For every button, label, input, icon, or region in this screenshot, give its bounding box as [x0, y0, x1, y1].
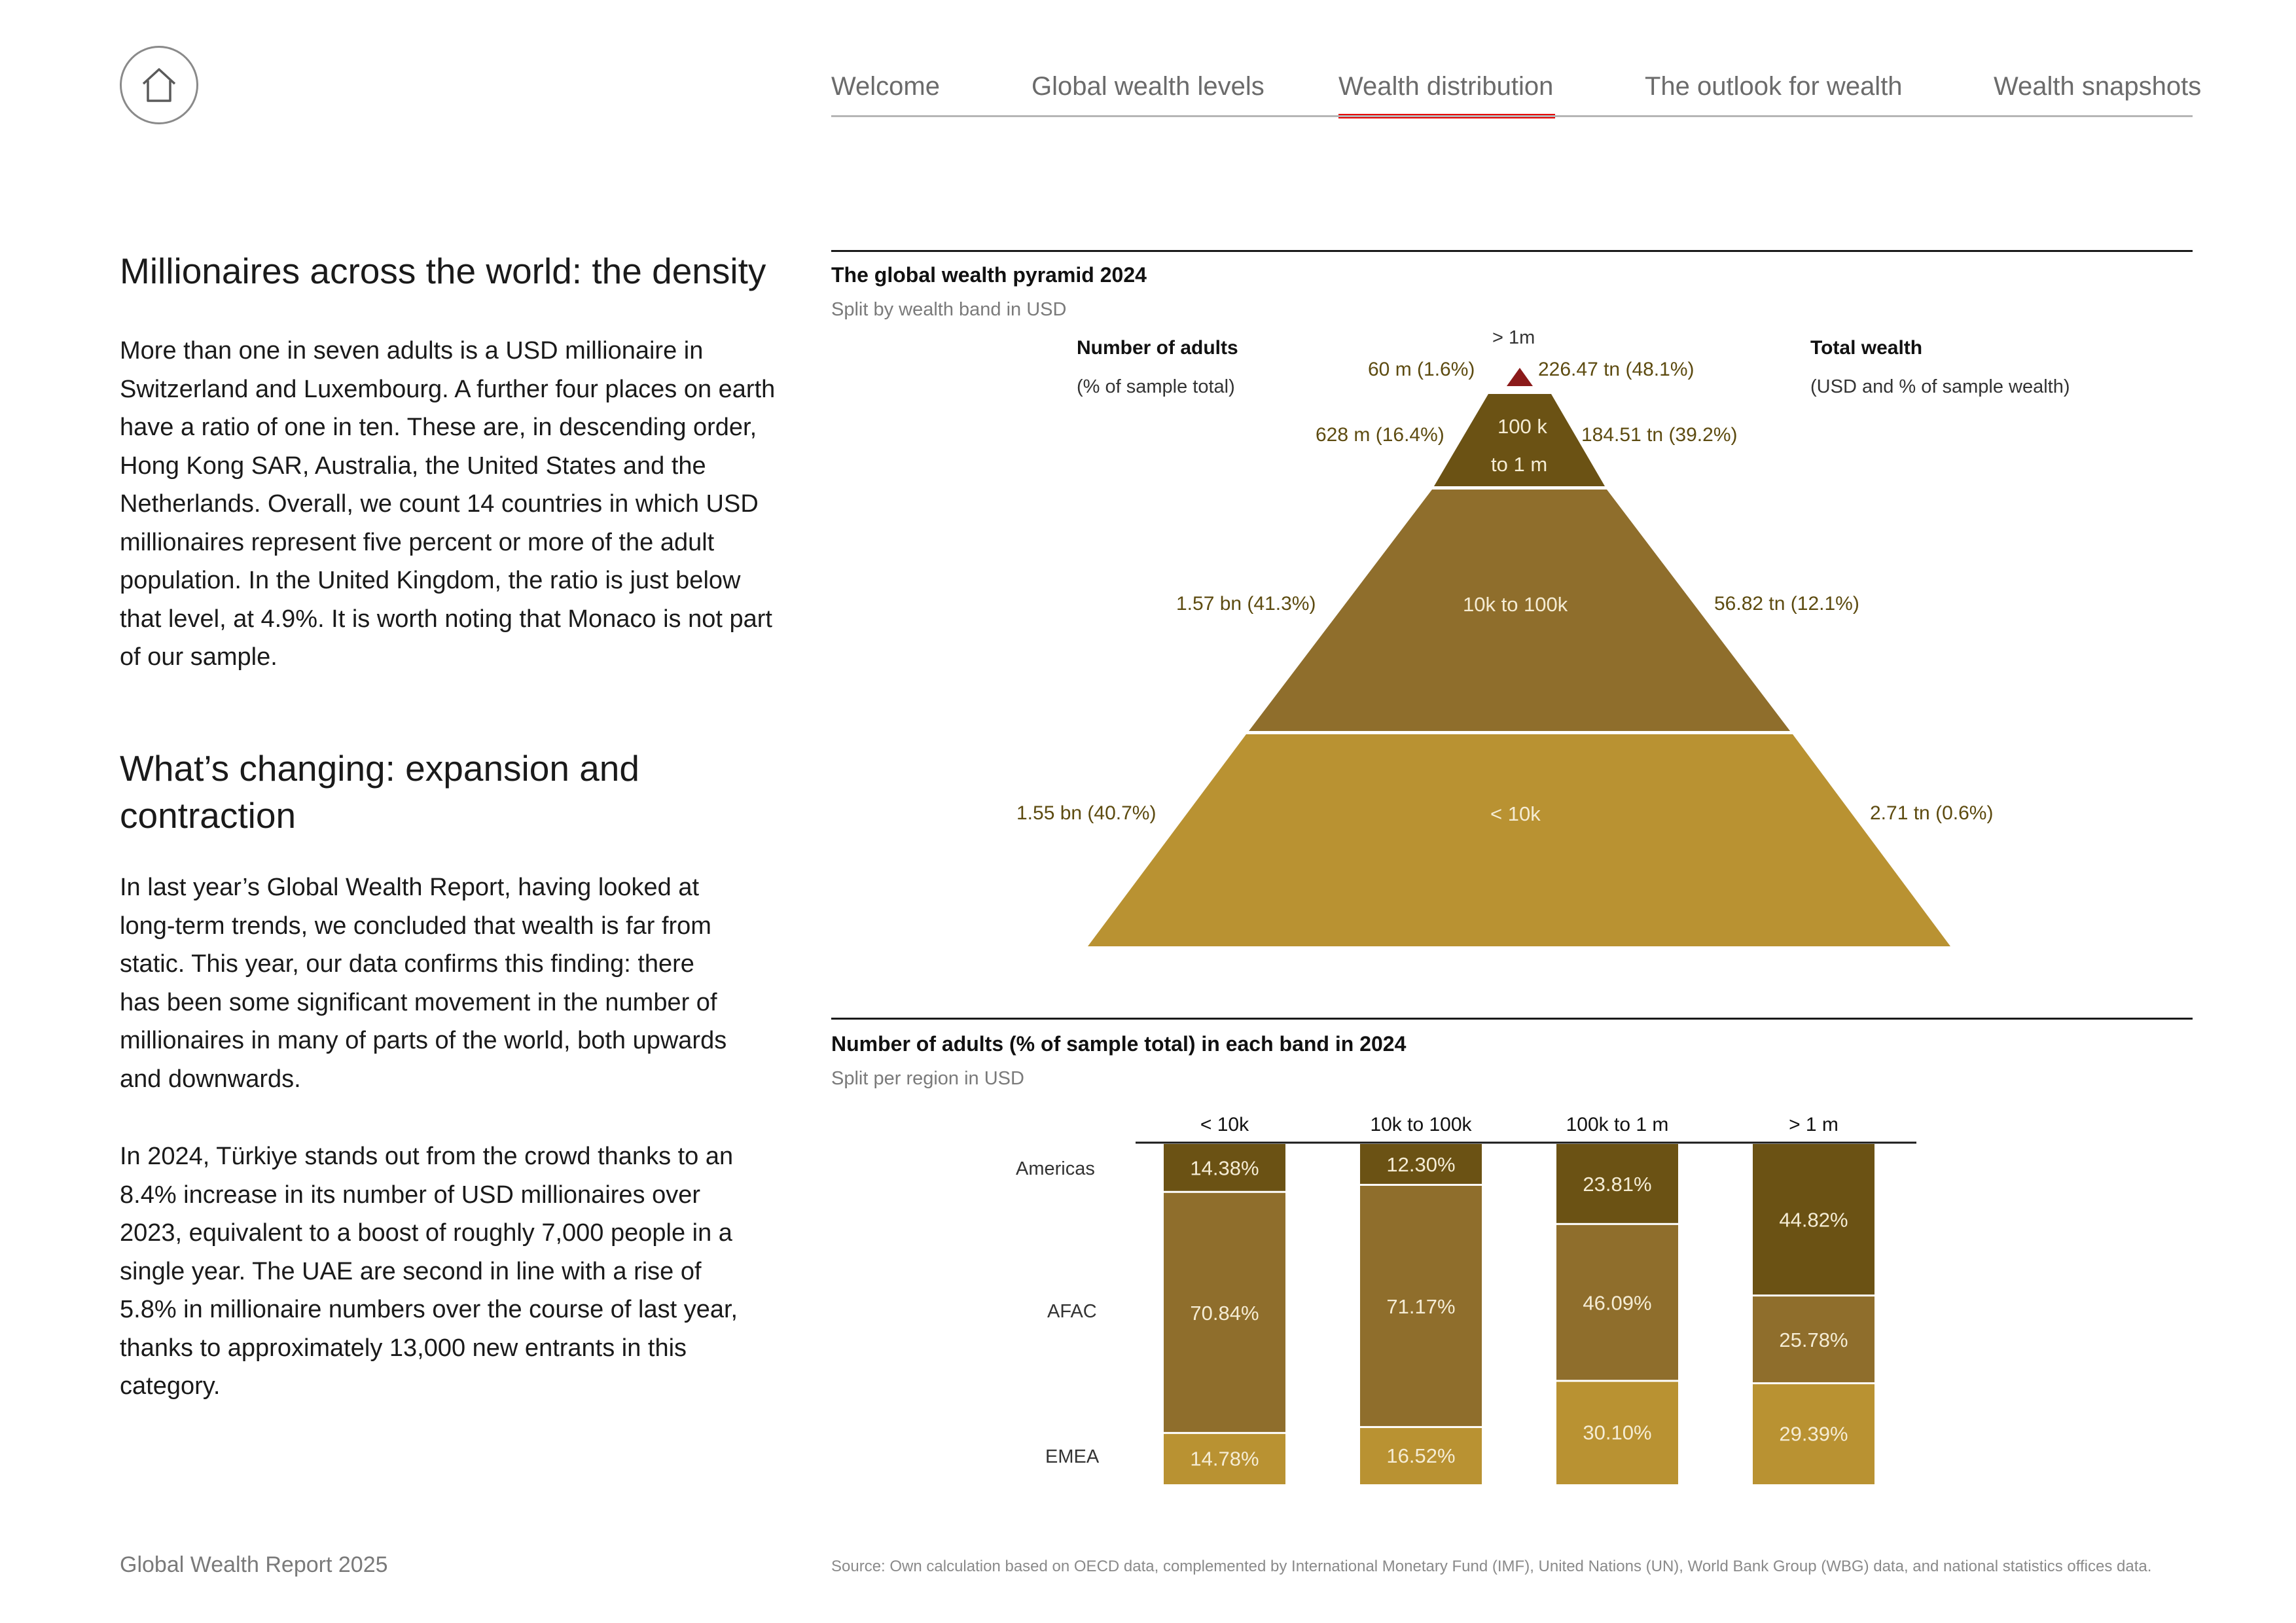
bar-value-label: 14.38%	[1190, 1156, 1259, 1179]
pyramid-wealth-100k-1m: 184.51 tn (39.2%)	[1581, 424, 1738, 446]
home-button[interactable]	[120, 46, 198, 124]
pyramid-chart-subtitle: Split by wealth band in USD	[831, 299, 1067, 320]
bar-segment	[1360, 1428, 1482, 1484]
pyramid-band-100k-1m	[1434, 394, 1605, 486]
bar-value-label: 14.78%	[1190, 1448, 1259, 1471]
region-label-americas: Americas	[1016, 1158, 1095, 1179]
bar-segment	[1164, 1192, 1285, 1433]
bar-value-label: 25.78%	[1779, 1329, 1848, 1351]
nav-item-wealth-snapshots[interactable]: Wealth snapshots	[1994, 72, 2202, 101]
pyramid-label-10k-100k: 10k to 100k	[1463, 593, 1568, 616]
bar-chart-subtitle: Split per region in USD	[831, 1068, 1024, 1089]
pyramid-chart-title: The global wealth pyramid 2024	[831, 263, 1147, 287]
nav-item-wealth-distribution[interactable]: Wealth distribution	[1338, 72, 1554, 101]
bar-value-label: 46.09%	[1583, 1292, 1651, 1315]
category-header: < 10k	[1200, 1114, 1249, 1135]
bar-segment	[1164, 1434, 1285, 1484]
pyramid-band-10k-100k	[1249, 490, 1790, 731]
region-label-afac: AFAC	[1047, 1301, 1097, 1322]
pyramid-wealth-under-10k: 2.71 tn (0.6%)	[1870, 802, 1994, 824]
bar-segment	[1753, 1384, 1874, 1484]
nav-divider	[831, 115, 2193, 117]
pyramid-adults-under-10k: 1.55 bn (40.7%)	[1016, 802, 1157, 824]
pyramid-right-header: Total wealth	[1810, 337, 1923, 359]
paragraph-density: More than one in seven adults is a USD m…	[120, 337, 776, 671]
bar-segment	[1360, 1144, 1482, 1184]
home-icon	[142, 68, 176, 102]
bar-value-label: 16.52%	[1386, 1444, 1455, 1467]
bar-value-label: 44.82%	[1779, 1209, 1848, 1232]
pyramid-band-top-1m	[1507, 368, 1533, 386]
bar-value-label: 12.30%	[1386, 1153, 1455, 1176]
pyramid-right-subheader: (USD and % of sample wealth)	[1810, 376, 2070, 397]
bar-segment	[1556, 1382, 1678, 1484]
bar-segment	[1360, 1185, 1482, 1427]
bar-chart-title: Number of adults (% of sample total) in …	[831, 1032, 1407, 1056]
heading-density: Millionaires across the world: the densi…	[120, 251, 766, 291]
nav-item-welcome[interactable]: Welcome	[831, 72, 940, 101]
category-header: 100k to 1 m	[1566, 1114, 1669, 1135]
footer-source-note: Source: Own calculation based on OECD da…	[831, 1558, 2152, 1575]
bar-segment	[1556, 1144, 1678, 1223]
bar-value-label: 70.84%	[1190, 1302, 1259, 1325]
bar-value-label: 71.17%	[1386, 1295, 1455, 1318]
bar-segment	[1753, 1296, 1874, 1383]
pyramid-label-100k-line2: to 1 m	[1491, 453, 1548, 476]
pyramid-wealth-10k-100k: 56.82 tn (12.1%)	[1714, 593, 1859, 615]
pyramid-adults-100k-1m: 628 m (16.4%)	[1316, 424, 1444, 446]
footer-report-title: Global Wealth Report 2025	[120, 1552, 388, 1577]
pyramid-adults-10k-100k: 1.57 bn (41.3%)	[1176, 593, 1316, 615]
pyramid-top-rule	[831, 250, 2193, 252]
bar-segment	[1164, 1144, 1285, 1191]
heading-whats-changing: What’s changing: expansion and contracti…	[120, 748, 639, 836]
paragraph-turkiye: In 2024, Türkiye stands out from the cro…	[120, 1143, 738, 1400]
category-header: 10k to 100k	[1370, 1114, 1472, 1135]
bar-chart-top-rule	[831, 1018, 2193, 1020]
bar-value-label: 29.39%	[1779, 1423, 1848, 1446]
pyramid-adults-over-1m: 60 m (1.6%)	[1368, 359, 1475, 380]
bar-value-label: 30.10%	[1583, 1421, 1651, 1444]
bar-segment	[1556, 1224, 1678, 1380]
category-header: > 1 m	[1789, 1114, 1839, 1135]
nav-item-global-wealth-levels[interactable]: Global wealth levels	[1031, 72, 1265, 101]
pyramid-label-under-10k: < 10k	[1490, 802, 1541, 825]
region-label-emea: EMEA	[1045, 1446, 1100, 1467]
pyramid-left-header: Number of adults	[1077, 337, 1238, 359]
paragraph-expansion: In last year’s Global Wealth Report, hav…	[120, 874, 727, 1093]
pyramid-wealth-over-1m: 226.47 tn (48.1%)	[1538, 359, 1695, 380]
bar-segment	[1753, 1144, 1874, 1295]
nav-item-outlook-for-wealth[interactable]: The outlook for wealth	[1645, 72, 1903, 101]
pyramid-left-subheader: (% of sample total)	[1077, 376, 1235, 397]
bar-value-label: 23.81%	[1583, 1173, 1651, 1196]
pyramid-label-100k-line1: 100 k	[1498, 415, 1547, 438]
pyramid-band-under-10k	[1088, 734, 1950, 946]
pyramid-label-over-1m: > 1m	[1492, 327, 1535, 348]
